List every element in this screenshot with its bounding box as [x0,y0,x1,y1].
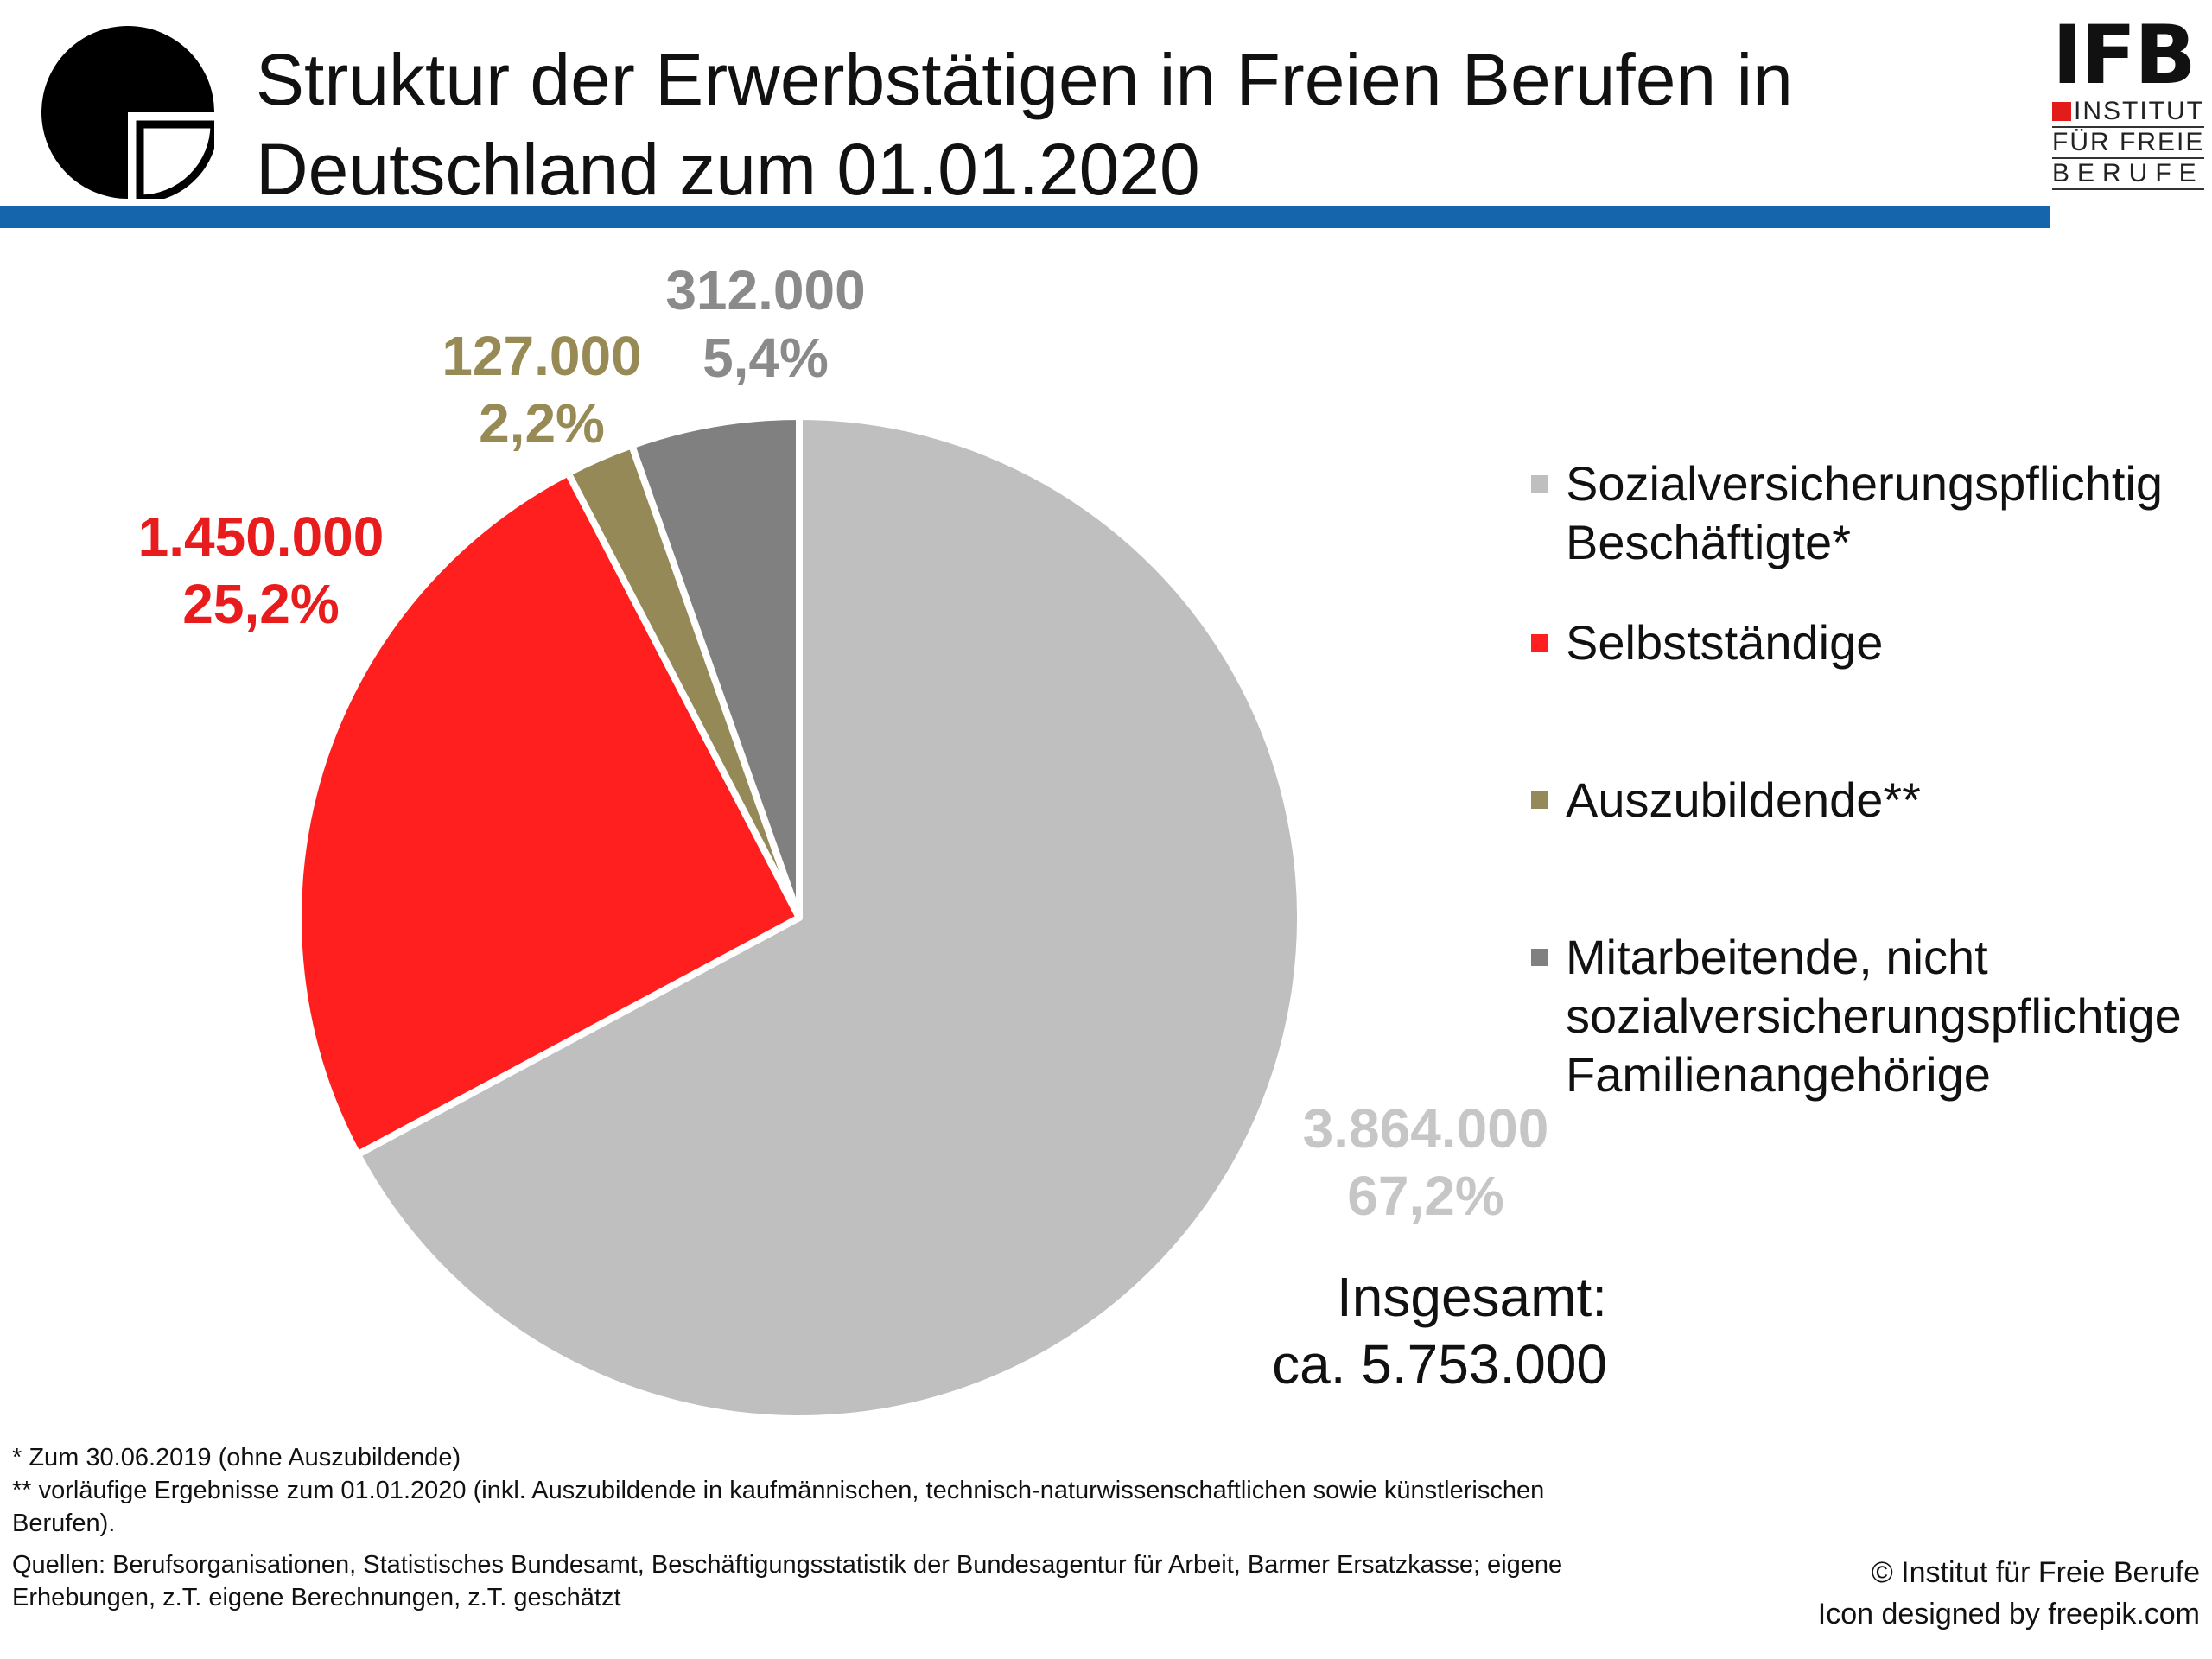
icon-credit-word: Icon [1817,1598,1874,1630]
legend-label: Selbstständige [1566,615,1884,670]
slice-value-label: 1.450.000 [138,505,385,568]
slice-value-label: 312.000 [665,259,865,321]
ifb-logo-line-2: FÜR FREIE [2052,128,2204,159]
pie-slice [628,413,803,921]
pie-slice [353,413,1304,1422]
title-line-2: Deutschland zum 01.01.2020 [256,129,1200,210]
ifb-logo-word: IFB [2052,9,2196,103]
legend-swatch [1531,949,1548,966]
pie-chart-icon [41,26,214,199]
credits: © Institut für Freie Berufe Icon designe… [1818,1552,2200,1635]
slice-percent-label: 67,2% [1347,1165,1503,1227]
slice-value-label: 3.864.000 [1303,1097,1549,1160]
icon-credit-text: designed by freepik.com [1873,1598,2200,1630]
legend-label: Mitarbeitende, nicht sozialversicherungs… [1566,930,2182,1102]
total-box: Insgesamt: ca. 5.753.000 [1210,1263,1607,1398]
ifb-logo-line-1: INSTITUT [2052,97,2204,128]
legend-swatch [1531,791,1548,809]
page-title: Struktur der Erwerbstätigen in Freien Be… [256,35,1984,214]
legend-swatch [1531,634,1548,652]
pie-slices [295,413,1304,1422]
red-square-icon [2052,102,2071,121]
ifb-logo-line-3: BERUFE [2052,159,2204,190]
total-label: Insgesamt: [1336,1266,1607,1328]
total-value: ca. 5.753.000 [1272,1333,1607,1395]
title-line-1: Struktur der Erwerbstätigen in Freien Be… [256,39,1793,120]
ifb-logo: IFB INSTITUT FÜR FREIE BERUFE [2052,16,2204,201]
icon-credit: Icon designed by freepik.com [1818,1593,2200,1635]
sources-label: Quellen [12,1551,99,1579]
slice-percent-label: 25,2% [182,573,339,635]
footnote-1: * Zum 30.06.2019 (ohne Auszubildende) [12,1444,461,1471]
header-divider [0,206,2050,228]
copyright-text: © Institut für Freie Berufe [1871,1556,2200,1589]
footnotes: * Zum 30.06.2019 (ohne Auszubildende) **… [12,1441,1654,1614]
footnote-2: ** vorläufige Ergebnisse zum 01.01.2020 … [12,1477,1545,1537]
slice-percent-label: 2,2% [479,392,605,454]
legend-label: Sozialversicherungspflichtig Beschäftigt… [1566,456,2164,569]
legend-swatch [1531,475,1548,493]
pie-slice [295,469,803,1159]
slice-percent-label: 5,4% [702,327,829,389]
sources-text: : Berufsorganisationen, Statistisches Bu… [12,1551,1563,1611]
sources: Quellen: Berufsorganisationen, Statistis… [12,1548,1654,1614]
slice-value-label: 127.000 [442,325,641,387]
ifb-logo-line-1-text: INSTITUT [2074,97,2204,125]
legend-label: Auszubildende** [1566,772,1921,827]
